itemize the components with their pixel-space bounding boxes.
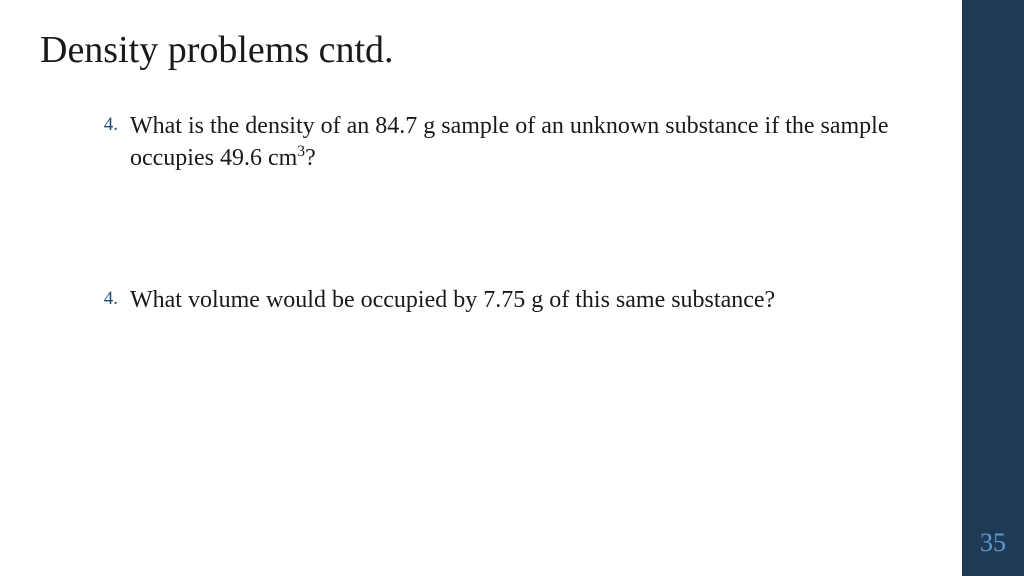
slide-content: Density problems cntd. 4. What is the de… [0, 0, 962, 576]
slide: Density problems cntd. 4. What is the de… [0, 0, 1024, 576]
slide-title: Density problems cntd. [40, 28, 922, 74]
list-number: 4. [92, 114, 118, 136]
text-post: ? [305, 145, 316, 171]
list: 4. What is the density of an 84.7 g samp… [40, 110, 922, 317]
text-superscript: 3 [297, 143, 305, 160]
list-text: What volume would be occupied by 7.75 g … [130, 284, 775, 316]
slide-sidebar: 35 [962, 0, 1024, 576]
list-item: 4. What is the density of an 84.7 g samp… [92, 110, 922, 175]
page-number: 35 [962, 528, 1024, 558]
list-item: 4. What volume would be occupied by 7.75… [92, 284, 922, 316]
list-text: What is the density of an 84.7 g sample … [130, 110, 922, 175]
list-number: 4. [92, 288, 118, 310]
text-pre: What is the density of an 84.7 g sample … [130, 113, 889, 171]
text-pre: What volume would be occupied by 7.75 g … [130, 287, 775, 313]
